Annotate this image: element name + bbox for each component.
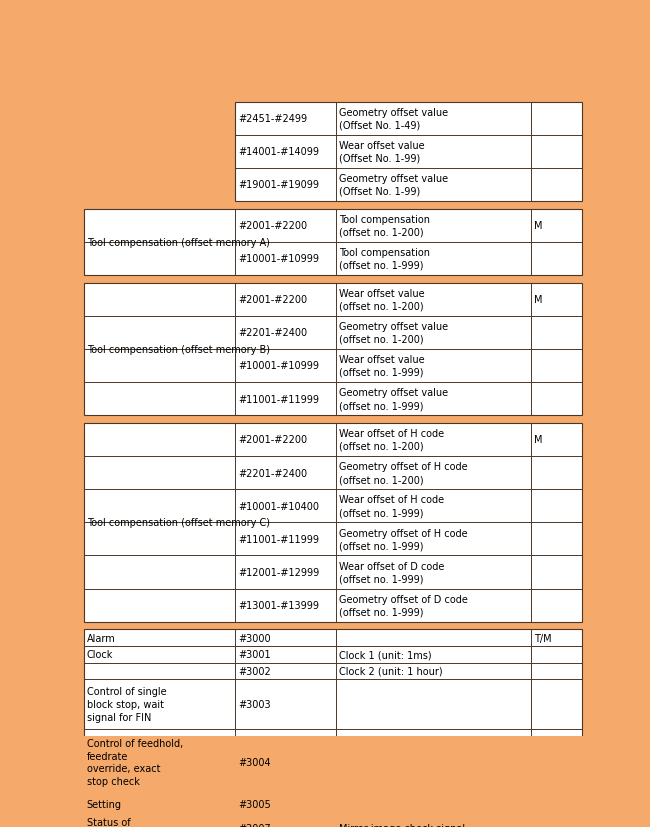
Text: #2001-#2200: #2001-#2200 [238, 221, 307, 231]
Text: Geometry offset of H code
(offset no. 1-999): Geometry offset of H code (offset no. 1-… [339, 528, 467, 551]
Text: #3004: #3004 [238, 758, 270, 767]
Text: Geometry offset of D code
(offset no. 1-999): Geometry offset of D code (offset no. 1-… [339, 594, 467, 617]
Text: #3003: #3003 [238, 699, 270, 710]
Text: Control of feedhold,
feedrate
override, exact
stop check: Control of feedhold, feedrate override, … [87, 738, 183, 786]
Text: Wear offset of D code
(offset no. 1-999): Wear offset of D code (offset no. 1-999) [339, 561, 444, 584]
Text: Tool compensation
(offset no. 1-999): Tool compensation (offset no. 1-999) [339, 248, 430, 270]
Text: Tool compensation (offset memory C): Tool compensation (offset memory C) [87, 518, 270, 528]
Text: M: M [534, 435, 543, 445]
Text: #3007: #3007 [238, 824, 270, 827]
Bar [84, 284, 582, 416]
Text: #3002: #3002 [238, 666, 270, 676]
Text: #2001-#2200: #2001-#2200 [238, 295, 307, 305]
Text: M: M [534, 221, 543, 231]
Text: #2201-#2400: #2201-#2400 [238, 468, 307, 478]
Bar [84, 209, 582, 275]
Text: T/M: T/M [534, 633, 552, 643]
Text: #2451-#2499: #2451-#2499 [238, 114, 307, 124]
Bar [84, 629, 582, 827]
Text: #2001-#2200: #2001-#2200 [238, 435, 307, 445]
Text: #3000: #3000 [238, 633, 270, 643]
Text: Setting: Setting [87, 799, 122, 809]
Text: #13001-#13999: #13001-#13999 [238, 600, 319, 610]
Text: #2201-#2400: #2201-#2400 [238, 328, 307, 338]
Text: Status of
mikrror image: Status of mikrror image [87, 817, 155, 827]
Text: Geometry offset value
(offset no. 1-200): Geometry offset value (offset no. 1-200) [339, 322, 448, 344]
Text: Wear offset value
(offset no. 1-999): Wear offset value (offset no. 1-999) [339, 355, 424, 377]
Bar [235, 103, 582, 202]
Text: #10001-#10999: #10001-#10999 [238, 361, 319, 371]
Text: Clock 2 (unit: 1 hour): Clock 2 (unit: 1 hour) [339, 666, 442, 676]
Text: #11001-#11999: #11001-#11999 [238, 534, 319, 544]
Text: Geometry offset value
(Offset No. 1-99): Geometry offset value (Offset No. 1-99) [339, 174, 448, 197]
Text: Tool compensation (offset memory B): Tool compensation (offset memory B) [87, 345, 270, 355]
Text: Wear offset of H code
(offset no. 1-999): Wear offset of H code (offset no. 1-999) [339, 495, 444, 518]
Text: #3001: #3001 [238, 649, 270, 659]
Text: #19001-#19099: #19001-#19099 [238, 180, 319, 190]
Text: Wear offset value
(Offset No. 1-99): Wear offset value (Offset No. 1-99) [339, 141, 424, 164]
Text: Geometry offset of H code
(offset no. 1-200): Geometry offset of H code (offset no. 1-… [339, 461, 467, 485]
Text: Clock: Clock [87, 649, 113, 659]
Bar [84, 423, 582, 622]
Text: #14001-#14099: #14001-#14099 [238, 147, 319, 157]
Text: Wear offset value
(offset no. 1-200): Wear offset value (offset no. 1-200) [339, 289, 424, 311]
Text: #11001-#11999: #11001-#11999 [238, 394, 319, 404]
Text: Control of single
block stop, wait
signal for FIN: Control of single block stop, wait signa… [87, 686, 166, 722]
Text: Geometry offset value
(offset no. 1-999): Geometry offset value (offset no. 1-999) [339, 388, 448, 410]
Text: Geometry offset value
(Offset No. 1-49): Geometry offset value (Offset No. 1-49) [339, 108, 448, 131]
Text: #3005: #3005 [238, 799, 270, 809]
Text: Alarm: Alarm [87, 633, 116, 643]
Text: Tool compensation (offset memory A): Tool compensation (offset memory A) [87, 237, 270, 247]
Text: Clock 1 (unit: 1ms): Clock 1 (unit: 1ms) [339, 649, 432, 659]
Text: #10001-#10999: #10001-#10999 [238, 254, 319, 264]
Text: #10001-#10400: #10001-#10400 [238, 501, 319, 511]
Text: Wear offset of H code
(offset no. 1-200): Wear offset of H code (offset no. 1-200) [339, 428, 444, 452]
Text: Tool compensation
(offset no. 1-200): Tool compensation (offset no. 1-200) [339, 214, 430, 237]
Text: Mirror image check signal: Mirror image check signal [339, 824, 465, 827]
Text: M: M [534, 295, 543, 305]
Text: #12001-#12999: #12001-#12999 [238, 567, 319, 577]
